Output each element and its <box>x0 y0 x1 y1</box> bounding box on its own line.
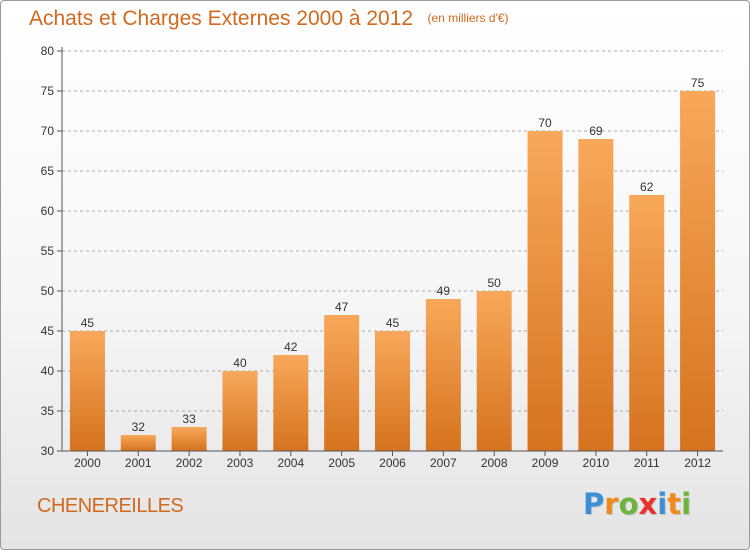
logo-letter: t <box>667 487 682 521</box>
y-tick-label: 55 <box>41 244 55 258</box>
data-label-2002: 33 <box>182 412 196 426</box>
data-label-2001: 32 <box>132 420 146 434</box>
x-tick-label: 2002 <box>176 456 203 470</box>
data-label-2004: 42 <box>284 340 298 354</box>
data-label-2007: 49 <box>437 284 451 298</box>
bar-2004 <box>273 355 309 451</box>
y-tick-label: 50 <box>41 284 55 298</box>
x-tick-label: 2007 <box>430 456 457 470</box>
y-tick-label: 45 <box>41 324 55 338</box>
bar-2008 <box>476 291 512 451</box>
bar-2000 <box>69 331 105 451</box>
x-tick-label: 2009 <box>532 456 559 470</box>
x-tick-label: 2012 <box>684 456 711 470</box>
bar-2005 <box>324 315 360 451</box>
bar-2001 <box>120 435 156 451</box>
x-tick-label: 2008 <box>481 456 508 470</box>
data-label-2012: 75 <box>691 76 705 90</box>
logo-letter: r <box>604 487 619 521</box>
data-label-2009: 70 <box>538 116 552 130</box>
x-tick-label: 2005 <box>328 456 355 470</box>
logo-letter: i <box>681 487 692 521</box>
chart-title: Achats et Charges Externes 2000 à 2012 <box>29 7 414 30</box>
y-tick-label: 80 <box>41 44 55 58</box>
y-tick-label: 75 <box>41 84 55 98</box>
bar-2010 <box>578 139 614 451</box>
data-label-2010: 69 <box>589 124 603 138</box>
x-tick-label: 2003 <box>227 456 254 470</box>
data-label-2006: 45 <box>386 316 400 330</box>
logo-letter: x <box>638 487 658 521</box>
bar-2006 <box>375 331 410 451</box>
bar-2003 <box>222 371 258 451</box>
x-tick-label: 2001 <box>125 456 152 470</box>
y-tick-label: 30 <box>41 444 55 458</box>
bars: 45 32 33 40 42 47 45 49 50 70 69 62 75 <box>69 76 716 451</box>
y-tick-label: 35 <box>41 404 55 418</box>
data-label-2008: 50 <box>488 276 502 290</box>
y-tick-label: 60 <box>41 204 55 218</box>
bar-2012 <box>680 91 716 451</box>
bar-2002 <box>171 427 207 451</box>
chart-unit: (en milliers d'€) <box>427 11 509 25</box>
data-label-2011: 62 <box>640 180 654 194</box>
x-tick-label: 2000 <box>74 456 101 470</box>
axes: 30 35 40 45 50 55 60 65 70 75 80 2000 2001 2002 2003 20… <box>41 44 723 470</box>
logo-letter: P <box>583 487 605 521</box>
bar-2007 <box>425 299 461 451</box>
y-tick-label: 65 <box>41 164 55 178</box>
x-tick-label: 2011 <box>634 456 660 470</box>
chart-title-row: Achats et Charges Externes 2000 à 2012 (… <box>29 7 509 31</box>
logo-letter: o <box>618 487 639 521</box>
bar-2009 <box>527 131 563 451</box>
data-label-2005: 47 <box>335 300 349 314</box>
bar-2011 <box>629 195 665 451</box>
proxiti-logo: Proxiti <box>583 487 691 521</box>
y-tick-label: 70 <box>41 124 55 138</box>
commune-name: CHENEREILLES <box>37 495 184 517</box>
x-tick-label: 2004 <box>277 456 304 470</box>
x-tick-label: 2006 <box>379 456 406 470</box>
x-tick-label: 2010 <box>583 456 610 470</box>
logo-letter: i <box>657 487 668 521</box>
data-label-2000: 45 <box>81 316 95 330</box>
y-tick-label: 40 <box>41 364 55 378</box>
data-label-2003: 40 <box>233 356 247 370</box>
